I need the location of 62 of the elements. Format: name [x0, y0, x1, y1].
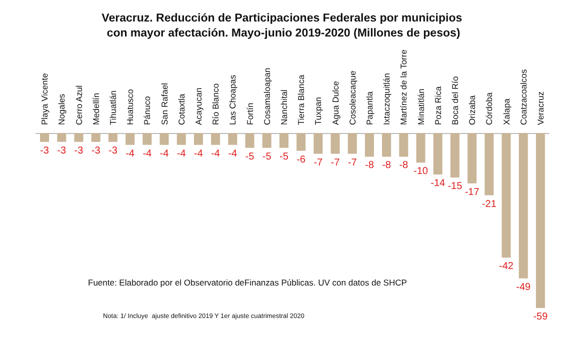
data-label: -4 [194, 148, 204, 160]
chart-title: Veracruz. Reducción de Participaciones Federales por municipios con mayor afectación. Mayo-junio 2019-2020 (Millones de pesos) [102, 12, 466, 40]
data-label: -6 [296, 154, 306, 166]
data-label: -4 [211, 148, 220, 160]
x-tick-label: Cosoleacaque [347, 70, 358, 125]
data-label: -4 [126, 148, 135, 160]
data-label: -5 [279, 151, 289, 162]
data-label: -4 [228, 148, 238, 160]
data-label: -3 [57, 145, 67, 156]
x-tick-label: Martínez de la Torre [398, 49, 409, 125]
x-tick-label: Córdoba [484, 92, 494, 125]
x-tick-label: Pánuco [142, 96, 152, 125]
data-label: -17 [464, 186, 480, 198]
data-label: -4 [176, 148, 186, 160]
data-label: -14 [430, 178, 446, 190]
x-tick-label: Ixtaczoquitlán [382, 72, 392, 125]
data-label: -7 [314, 157, 324, 168]
data-label: -15 [448, 181, 463, 192]
x-tick-label: Veracruz [535, 91, 546, 125]
x-tick-label: Poza Rica [432, 86, 443, 125]
data-label: -3 [40, 145, 50, 156]
x-tick-label: Cotaxtla [176, 94, 186, 125]
data-label: -3 [108, 145, 118, 156]
x-tick-label: Acayucan [193, 87, 204, 125]
data-label: -4 [142, 148, 152, 160]
x-tick-label: Medellín [90, 92, 101, 125]
x-tick-label: Papantla [364, 91, 374, 125]
x-tick-label: Las Choapas [228, 74, 238, 125]
x-tick-label: Boca del Río [450, 76, 460, 125]
data-label: -5 [245, 151, 255, 162]
x-tick-label: Cosamaloapan [262, 68, 272, 125]
x-tick-label: Orizaba [467, 94, 478, 125]
data-label: -21 [482, 198, 497, 210]
data-label: -5 [262, 151, 272, 162]
x-tick-label: Nogales [56, 94, 67, 125]
x-tick-label: Playa Vicente [40, 72, 50, 125]
x-tick-label: Agua Dulce [330, 80, 340, 125]
x-tick-label: Nanchital [278, 89, 289, 125]
data-label: -8 [399, 160, 409, 172]
data-label: -7 [348, 157, 358, 168]
data-label: -4 [160, 148, 170, 160]
data-label: -49 [516, 282, 532, 293]
data-label: -10 [414, 166, 428, 178]
x-tick-label: Minatitlán [416, 88, 426, 125]
x-tick-label: Río Blanco [210, 83, 221, 125]
data-label: -3 [74, 145, 84, 156]
data-label: -8 [364, 160, 374, 172]
data-label: -3 [91, 145, 101, 156]
x-tick-label: Tihuatlán [108, 90, 118, 125]
x-tick-label: Tuxpan [313, 96, 324, 125]
data-label: -7 [330, 157, 340, 168]
data-label: -42 [499, 261, 514, 272]
data-label: -8 [382, 160, 392, 172]
data-label: -59 [533, 312, 548, 323]
x-tick-label: Coatzacoalcos [518, 69, 528, 125]
x-tick-label: Cerro Azul [74, 85, 84, 125]
annotation: Fuente: Elaborado por el Observatorio deFinanzas Públicas. UV con datos de SHCP [88, 278, 408, 288]
x-tick-label: Huatusco [125, 88, 136, 125]
x-tick-label: Xalapa [501, 98, 512, 125]
x-tick-label: Tierra Blanca [296, 74, 306, 125]
x-tick-label: San Rafael [159, 82, 170, 125]
x-tick-label: Fortín [244, 102, 255, 125]
